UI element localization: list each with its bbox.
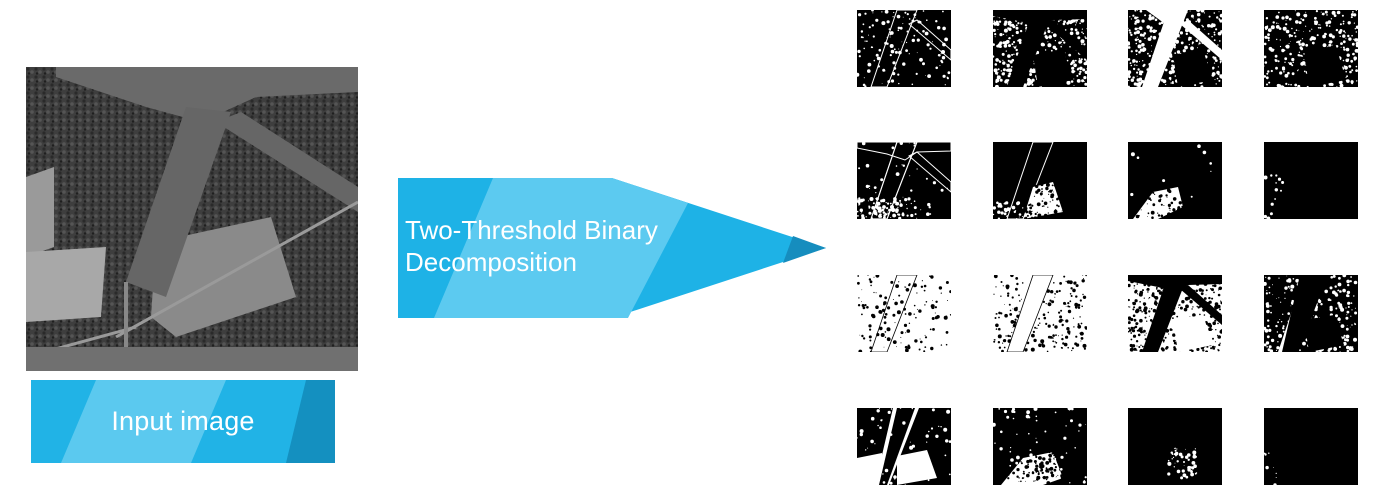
- binary-output-tile-r1-c4: [1264, 10, 1358, 87]
- binary-output-tile-r1-c3: [1128, 10, 1222, 87]
- binary-output-tile-r3-c1: [857, 275, 951, 352]
- process-label-line2: Decomposition: [405, 247, 577, 277]
- input-image-label: Input image: [111, 406, 255, 436]
- input-image: [26, 67, 358, 371]
- binary-output-tile-r3-c2: [993, 275, 1087, 352]
- input-image-label-banner: Input image: [31, 380, 335, 463]
- binary-decomposition-grid: [857, 10, 1359, 486]
- binary-output-tile-r3-c3: [1128, 275, 1222, 352]
- binary-output-tile-r2-c4: [1264, 142, 1358, 219]
- process-label-line1: Two-Threshold Binary: [405, 215, 658, 245]
- binary-output-tile-r4-c1: [857, 408, 951, 485]
- process-label: Two-Threshold Binary Decomposition: [405, 214, 705, 278]
- binary-output-tile-r4-c3: [1128, 408, 1222, 485]
- binary-output-tile-r4-c4: [1264, 408, 1358, 485]
- binary-output-tile-r3-c4: [1264, 275, 1358, 352]
- binary-output-tile-r1-c1: [857, 10, 951, 87]
- process-arrow: [398, 178, 826, 318]
- binary-output-tile-r2-c2: [993, 142, 1087, 219]
- binary-output-tile-r4-c2: [993, 408, 1087, 485]
- binary-output-tile-r2-c3: [1128, 142, 1222, 219]
- binary-output-tile-r1-c2: [993, 10, 1087, 87]
- binary-output-tile-r2-c1: [857, 142, 951, 219]
